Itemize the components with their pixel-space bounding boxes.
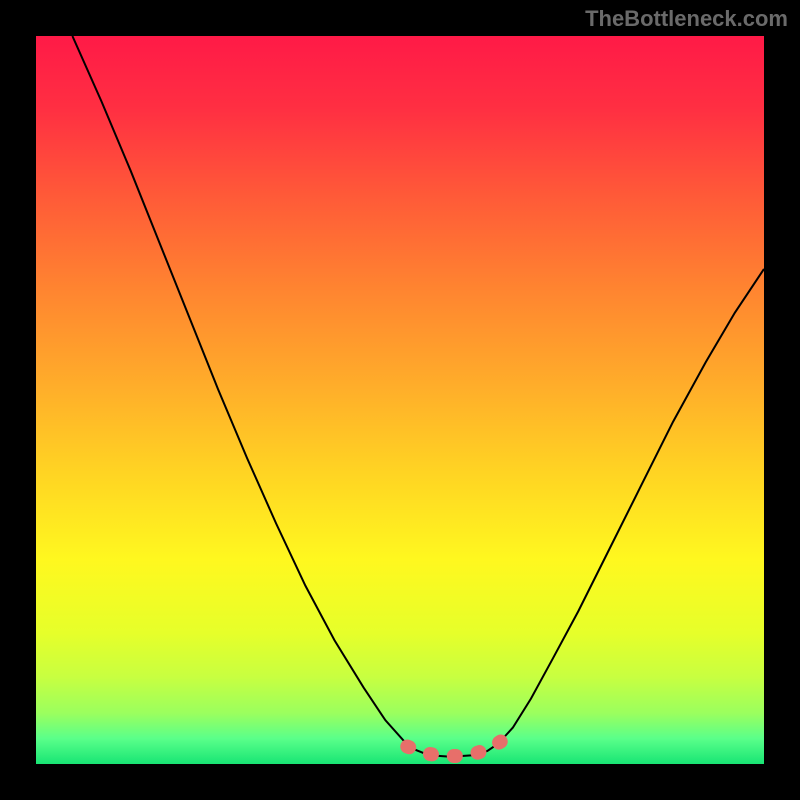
watermark-text: TheBottleneck.com [585, 6, 788, 32]
bottleneck-highlight [407, 741, 502, 756]
chart-svg [36, 36, 764, 764]
chart-plot-area [36, 36, 764, 764]
bottleneck-curve [72, 36, 764, 757]
